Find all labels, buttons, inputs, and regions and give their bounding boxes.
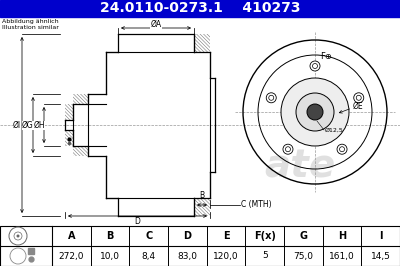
Text: Illustration similar: Illustration similar [2,25,59,30]
Text: 272,0: 272,0 [58,251,84,260]
Text: ate: ate [264,148,336,186]
Text: F(x): F(x) [254,231,276,241]
Circle shape [337,144,347,154]
Text: B: B [200,191,204,200]
Bar [0,226,400,266]
Text: ØG: ØG [22,120,34,130]
Text: 161,0: 161,0 [329,251,355,260]
Circle shape [307,104,323,120]
Text: H: H [338,231,346,241]
Text: Ø12,5: Ø12,5 [325,127,344,132]
Text: ØA: ØA [150,19,162,28]
Text: 120,0: 120,0 [213,251,239,260]
Text: ØI: ØI [13,120,21,130]
Bar [0,226,400,266]
Text: D: D [134,218,140,227]
Text: ØH: ØH [33,120,45,130]
Text: 75,0: 75,0 [293,251,313,260]
Circle shape [283,144,293,154]
Circle shape [281,78,349,146]
Text: ØE: ØE [353,102,364,110]
PathPatch shape [106,52,118,94]
Bar [0,0,400,17]
Text: 10,0: 10,0 [100,251,120,260]
PathPatch shape [65,130,73,146]
PathPatch shape [73,146,88,156]
PathPatch shape [194,34,210,52]
Text: C (MTH): C (MTH) [241,201,272,210]
PathPatch shape [65,104,73,120]
Circle shape [296,93,334,131]
PathPatch shape [73,94,88,104]
Text: Abbildung ähnlich: Abbildung ähnlich [2,19,59,24]
Text: E: E [223,231,229,241]
PathPatch shape [106,156,118,198]
Bar [106,52,194,198]
PathPatch shape [194,198,210,216]
Text: D: D [183,231,191,241]
Circle shape [266,93,276,103]
Text: I: I [379,231,382,241]
Text: B: B [106,231,114,241]
Text: A: A [68,231,75,241]
Text: 14,5: 14,5 [371,251,391,260]
Circle shape [16,235,20,238]
Text: G: G [299,231,307,241]
Text: C: C [145,231,152,241]
Text: 8,4: 8,4 [142,251,156,260]
Text: 5: 5 [262,251,268,260]
Text: F⊕: F⊕ [320,52,332,61]
Circle shape [310,61,320,71]
Text: 83,0: 83,0 [177,251,197,260]
Circle shape [354,93,364,103]
Text: 24.0110-0273.1    410273: 24.0110-0273.1 410273 [100,2,300,15]
